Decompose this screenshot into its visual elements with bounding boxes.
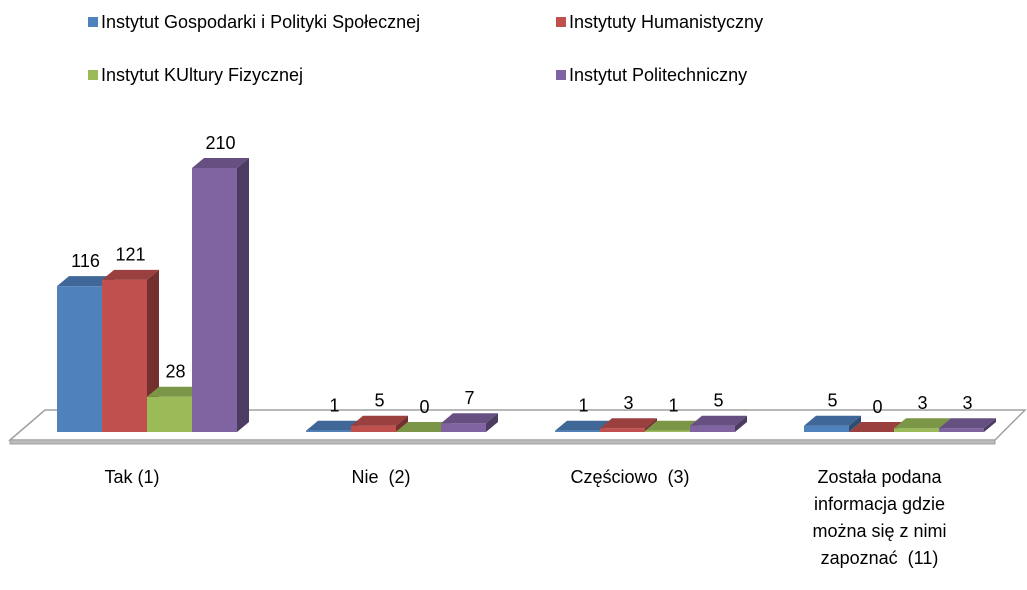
data-label: 5: [827, 390, 837, 410]
legend-label: Instytut KUltury Fizycznej: [101, 65, 303, 85]
x-tick-label: Została podana informacja gdzie można si…: [812, 467, 952, 568]
legend-label: Instytuty Humanistyczny: [569, 12, 763, 32]
legend-swatch: [88, 70, 98, 80]
bar-front: [894, 428, 939, 432]
legend-label: Instytut Gospodarki i Polityki Społeczne…: [101, 12, 420, 32]
bar-front: [57, 286, 102, 432]
bar-front: [102, 279, 147, 432]
bar-top: [351, 415, 408, 426]
legend-label: Instytut Politechniczny: [569, 65, 747, 85]
bar-top: [600, 418, 657, 429]
data-label: 210: [205, 133, 235, 153]
bar-side: [396, 415, 408, 432]
bar-front: [192, 168, 237, 432]
data-label: 0: [872, 397, 882, 417]
bar-front: [351, 425, 396, 432]
bar-top: [939, 418, 996, 429]
bar-top: [147, 386, 204, 397]
legend-swatch: [556, 17, 566, 27]
data-label: 3: [917, 393, 927, 413]
bar-side: [237, 158, 249, 432]
bar-top: [804, 415, 861, 426]
bar-top: [645, 420, 702, 431]
bar-side: [849, 415, 861, 432]
bar-top: [441, 413, 498, 424]
bar-top: [306, 420, 363, 431]
bar-front: [804, 425, 849, 432]
legend-swatch: [88, 17, 98, 27]
bar-front: [690, 425, 735, 432]
x-tick-label: Tak (1): [104, 467, 160, 487]
bar-front: [939, 428, 984, 432]
data-label: 3: [962, 393, 972, 413]
data-label: 1: [578, 395, 588, 415]
bar-side: [486, 413, 498, 432]
bar-top: [192, 158, 249, 168]
bar-front: [645, 430, 690, 432]
data-label: 116: [71, 251, 100, 271]
data-label: 0: [419, 397, 429, 417]
bar-front: [441, 423, 486, 432]
bar-top: [57, 276, 114, 287]
data-label: 5: [713, 390, 723, 410]
data-label: 28: [165, 362, 185, 382]
data-label: 7: [464, 388, 474, 408]
data-label: 121: [115, 245, 145, 265]
bar-front: [147, 396, 192, 432]
bar-front: [600, 428, 645, 432]
data-label: 3: [623, 393, 633, 413]
bar-top: [102, 269, 159, 280]
bar-front: [306, 430, 351, 432]
bar-top: [690, 415, 747, 426]
data-label: 1: [329, 395, 339, 415]
bar-top: [555, 420, 612, 431]
bar-top: [894, 418, 951, 429]
bar-side: [984, 418, 996, 432]
bar-front: [555, 430, 600, 432]
floor-edge: [9, 439, 996, 445]
bar-side: [735, 415, 747, 432]
data-label: 5: [374, 390, 384, 410]
legend-swatch: [556, 70, 566, 80]
bar-top: [849, 422, 906, 432]
x-tick-label: Częściowo (3): [570, 467, 690, 487]
data-label: 1: [668, 395, 678, 415]
bar-top: [396, 422, 453, 432]
x-tick-label: Nie (2): [351, 467, 411, 487]
